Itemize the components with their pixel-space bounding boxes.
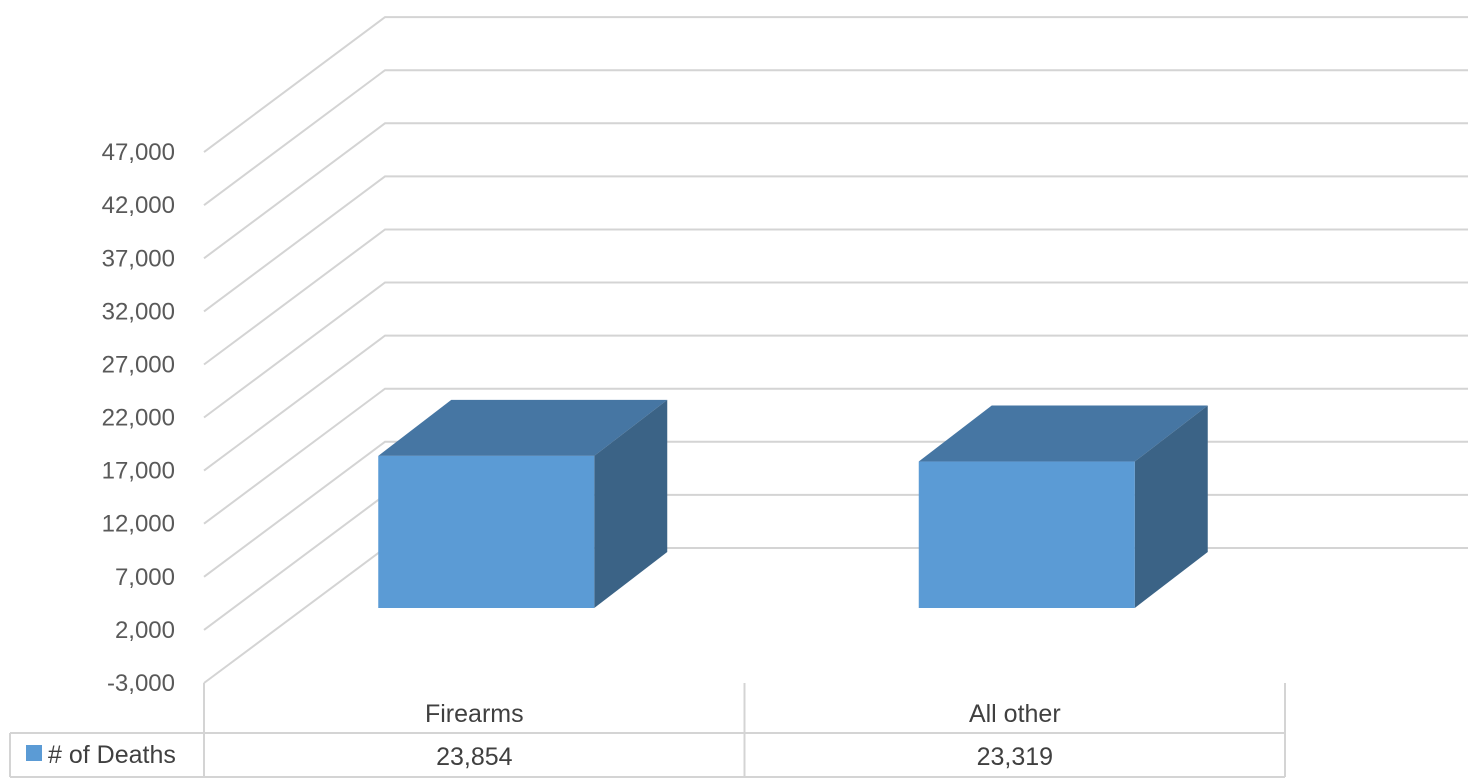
category-label: Firearms [425,700,524,728]
y-tick-label: -3,000 [107,670,175,697]
legend-key [26,745,42,761]
y-axis-tick-labels: -3,000 2,000 7,000 12,000 17,000 22,000 27,000… [102,139,175,697]
y-tick-label: 32,000 [102,298,175,325]
y-tick-label: 12,000 [102,511,175,538]
bar [378,400,667,608]
gridline [204,70,1468,205]
gridline [204,230,1468,365]
category-label: All other [969,700,1061,728]
gridline [204,17,1468,152]
y-tick-label: 42,000 [102,192,175,219]
y-tick-label: 7,000 [115,564,175,591]
gridline [204,123,1468,258]
series-name: # of Deaths [48,741,176,769]
y-tick-label: 27,000 [102,352,175,379]
y-tick-label: 22,000 [102,405,175,432]
bar [919,406,1208,608]
y-tick-label: 47,000 [102,139,175,166]
bars [378,400,1208,608]
data-value-label: 23,854 [436,743,513,771]
gridline [204,283,1468,418]
y-tick-label: 17,000 [102,458,175,485]
gridline [204,176,1468,311]
data-value-label: 23,319 [977,743,1053,771]
data-table: # of Deaths Firearms 23,854 All other 23,319 [10,683,1285,777]
y-tick-label: 2,000 [115,617,175,644]
y-tick-label: 37,000 [102,245,175,272]
